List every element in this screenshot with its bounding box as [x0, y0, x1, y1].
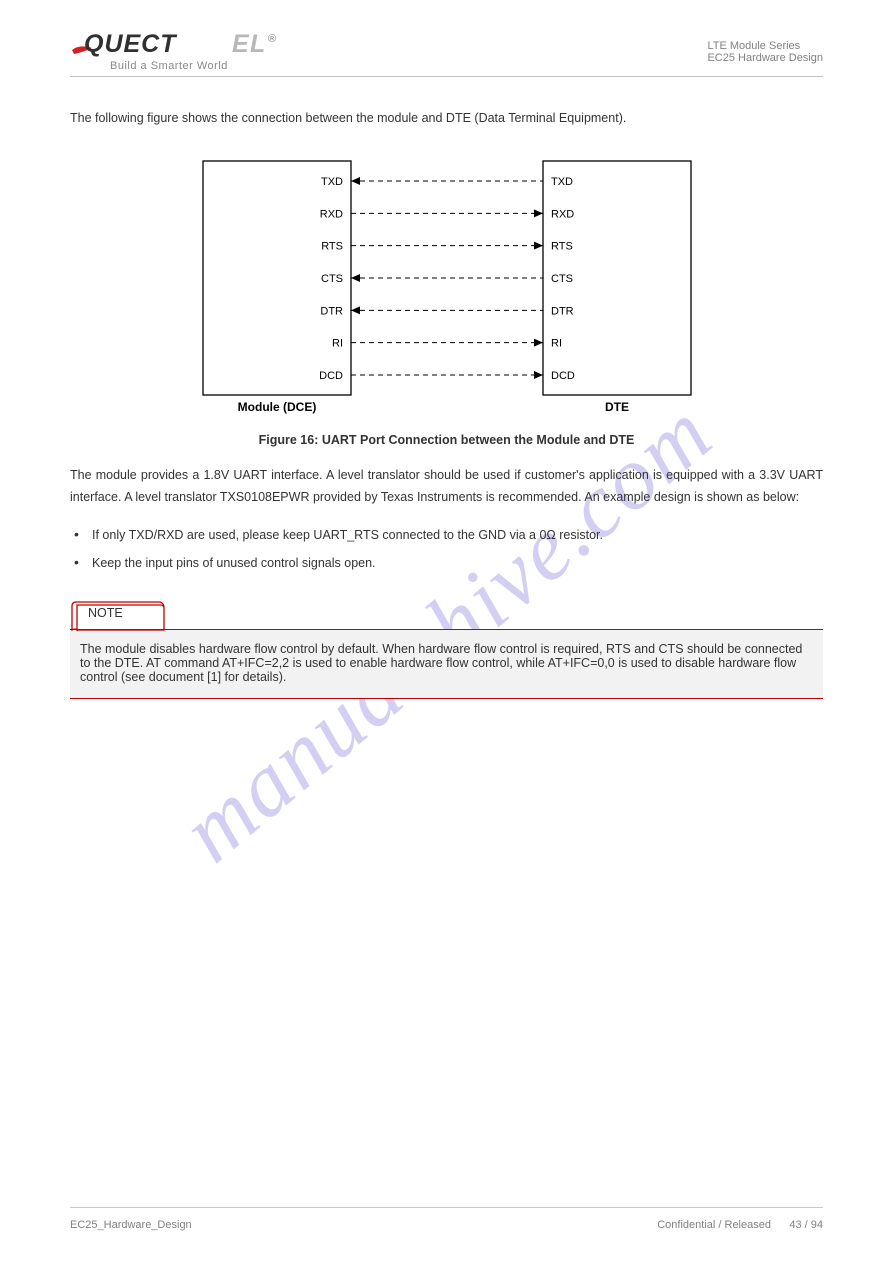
header-doc-title: LTE Module Series EC25 Hardware Design: [707, 40, 823, 64]
svg-text:DTR: DTR: [320, 306, 343, 318]
list-item: If only TXD/RXD are used, please keep UA…: [92, 520, 823, 548]
svg-text:L: L: [250, 30, 265, 58]
intro-paragraph: The following figure shows the connectio…: [70, 108, 823, 129]
svg-text:TXD: TXD: [551, 176, 573, 188]
footer-divider: [70, 1207, 823, 1208]
svg-text:DCD: DCD: [551, 370, 575, 382]
doc-name: EC25 Hardware Design: [707, 52, 823, 64]
svg-text:TXD: TXD: [321, 176, 343, 188]
header-divider: [70, 76, 823, 77]
svg-text:DTE: DTE: [605, 400, 629, 414]
page: { "header": { "tagline": "Build a Smarte…: [0, 0, 893, 1263]
svg-text:RI: RI: [332, 338, 343, 350]
list-item: Keep the input pins of unused control si…: [92, 548, 823, 576]
footer-page-info: Confidential / Released 43 / 94: [657, 1219, 823, 1231]
level-translator-paragraph: The module provides a 1.8V UART interfac…: [70, 465, 823, 508]
doc-series: LTE Module Series: [707, 40, 823, 52]
svg-text:RXD: RXD: [319, 209, 342, 221]
main-content: The following figure shows the connectio…: [70, 90, 823, 699]
svg-text:CTS: CTS: [321, 273, 343, 285]
note-block: NOTE The module disables hardware flow c…: [70, 600, 823, 699]
page-header: QUECT E L ® Build a Smarter World LTE Mo…: [70, 30, 823, 72]
note-body: The module disables hardware flow contro…: [70, 629, 823, 699]
uart-connection-diagram: Module (DCE) DTE TXD TXD RXD RXD RTS RTS CTS CTS D…: [70, 157, 823, 415]
quectel-logo-icon: QUECT E L ®: [70, 30, 300, 62]
page-footer: EC25_Hardware_Design Confidential / Rele…: [70, 1219, 823, 1231]
footer-doc-name: EC25_Hardware_Design: [70, 1219, 192, 1231]
svg-text:RTS: RTS: [551, 241, 573, 253]
svg-text:RI: RI: [551, 338, 562, 350]
svg-text:E: E: [232, 30, 250, 58]
svg-text:DCD: DCD: [319, 370, 343, 382]
svg-text:RXD: RXD: [551, 209, 574, 221]
svg-text:®: ®: [268, 33, 276, 45]
figure-caption: Figure 16: UART Port Connection between …: [70, 433, 823, 447]
svg-text:QUECT: QUECT: [84, 30, 178, 58]
svg-text:DTR: DTR: [551, 306, 574, 318]
recommendation-list: If only TXD/RXD are used, please keep UA…: [70, 520, 823, 576]
svg-text:CTS: CTS: [551, 273, 573, 285]
note-tab: NOTE: [70, 600, 166, 630]
diagram-svg: Module (DCE) DTE TXD TXD RXD RXD RTS RTS CTS CTS D…: [188, 157, 706, 415]
svg-text:RTS: RTS: [321, 241, 343, 253]
svg-text:Module (DCE): Module (DCE): [237, 400, 316, 414]
note-label: NOTE: [88, 606, 123, 620]
